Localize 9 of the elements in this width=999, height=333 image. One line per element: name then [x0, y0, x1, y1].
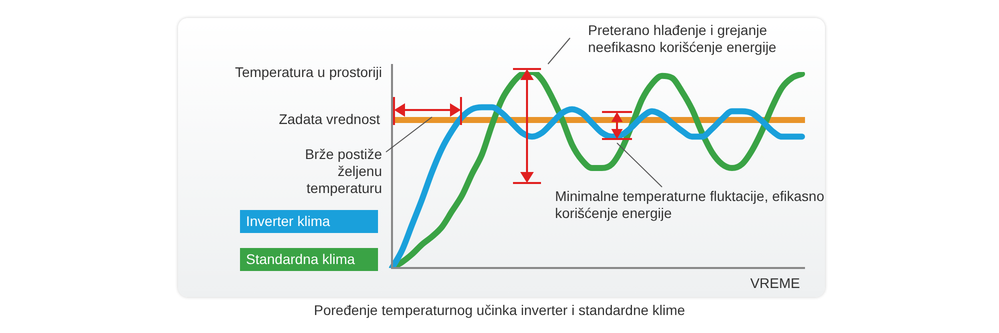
text: Inverter klima — [240, 210, 378, 233]
text: Standardna klima — [240, 248, 378, 271]
annotation: Minimalne temperaturne fluktacije, efikasno korišćenje energije — [555, 188, 825, 222]
y-axis-title: Temperatura u prostoriji — [234, 64, 382, 81]
x-axis-title: VREME — [750, 275, 800, 292]
ref-line-label: Zadata vrednost — [278, 111, 380, 128]
text: Brže postiže željenu temperaturu — [304, 146, 382, 197]
text: Preterano hlađenje i grejanje neefikasno korišćenje energije — [588, 22, 778, 56]
text: Poređenje temperaturnog učinka inverter i standardne klime — [312, 302, 686, 319]
